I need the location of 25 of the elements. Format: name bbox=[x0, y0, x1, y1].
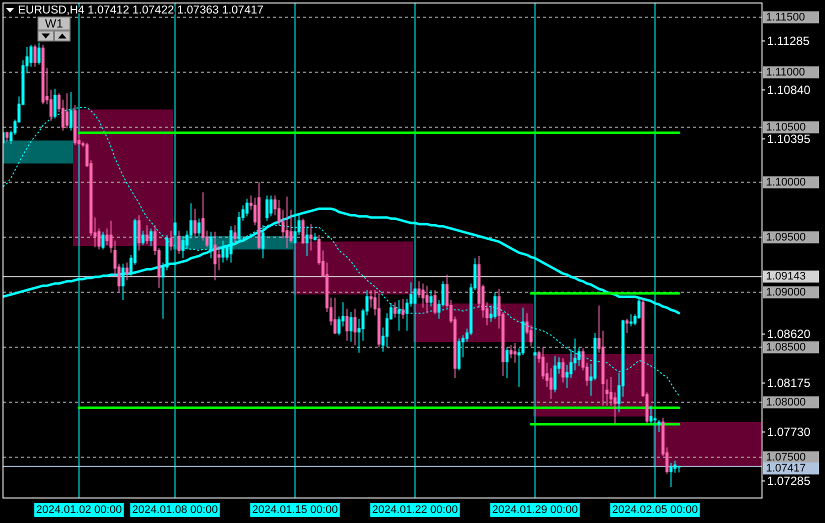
x-tick-label: 2024.01.08 00:00 bbox=[132, 504, 218, 516]
y-tick-label: 1.08620 bbox=[767, 327, 811, 342]
ref-line-label: 1.07500 bbox=[766, 451, 806, 464]
x-tick-label: 2024.01.02 00:00 bbox=[36, 504, 122, 516]
x-tick-label: 2024.01.22 00:00 bbox=[372, 504, 458, 516]
ref-line-label: 1.10500 bbox=[766, 121, 806, 134]
x-tick-label: 2024.02.05 00:00 bbox=[612, 504, 698, 516]
ref-line-label: 1.11500 bbox=[766, 11, 805, 24]
ref-line-label: 1.09000 bbox=[766, 286, 806, 298]
ref-line-label: 1.10000 bbox=[766, 176, 806, 188]
y-tick-label: 1.11285 bbox=[767, 34, 810, 48]
y-tick-label: 1.10840 bbox=[767, 82, 811, 97]
x-tick-label: 2024.01.15 00:00 bbox=[252, 504, 338, 516]
ref-line-label: 1.09143 bbox=[766, 270, 806, 283]
y-tick-label: 1.08175 bbox=[767, 376, 811, 390]
ref-line-label: 1.11000 bbox=[766, 66, 805, 78]
annotation: W1 bbox=[45, 16, 64, 30]
x-tick-label: 2024.01.29 00:00 bbox=[492, 504, 578, 516]
ref-line-label: 1.08000 bbox=[766, 396, 806, 408]
ref-line-label: 1.09500 bbox=[766, 231, 806, 244]
ref-line-label: 1.08500 bbox=[766, 341, 806, 354]
y-tick-label: 1.07730 bbox=[767, 425, 811, 439]
y-tick-label: 1.10395 bbox=[767, 132, 811, 146]
y-tick-label: 1.07285 bbox=[767, 474, 811, 488]
ref-line-label: 1.07417 bbox=[766, 462, 806, 474]
